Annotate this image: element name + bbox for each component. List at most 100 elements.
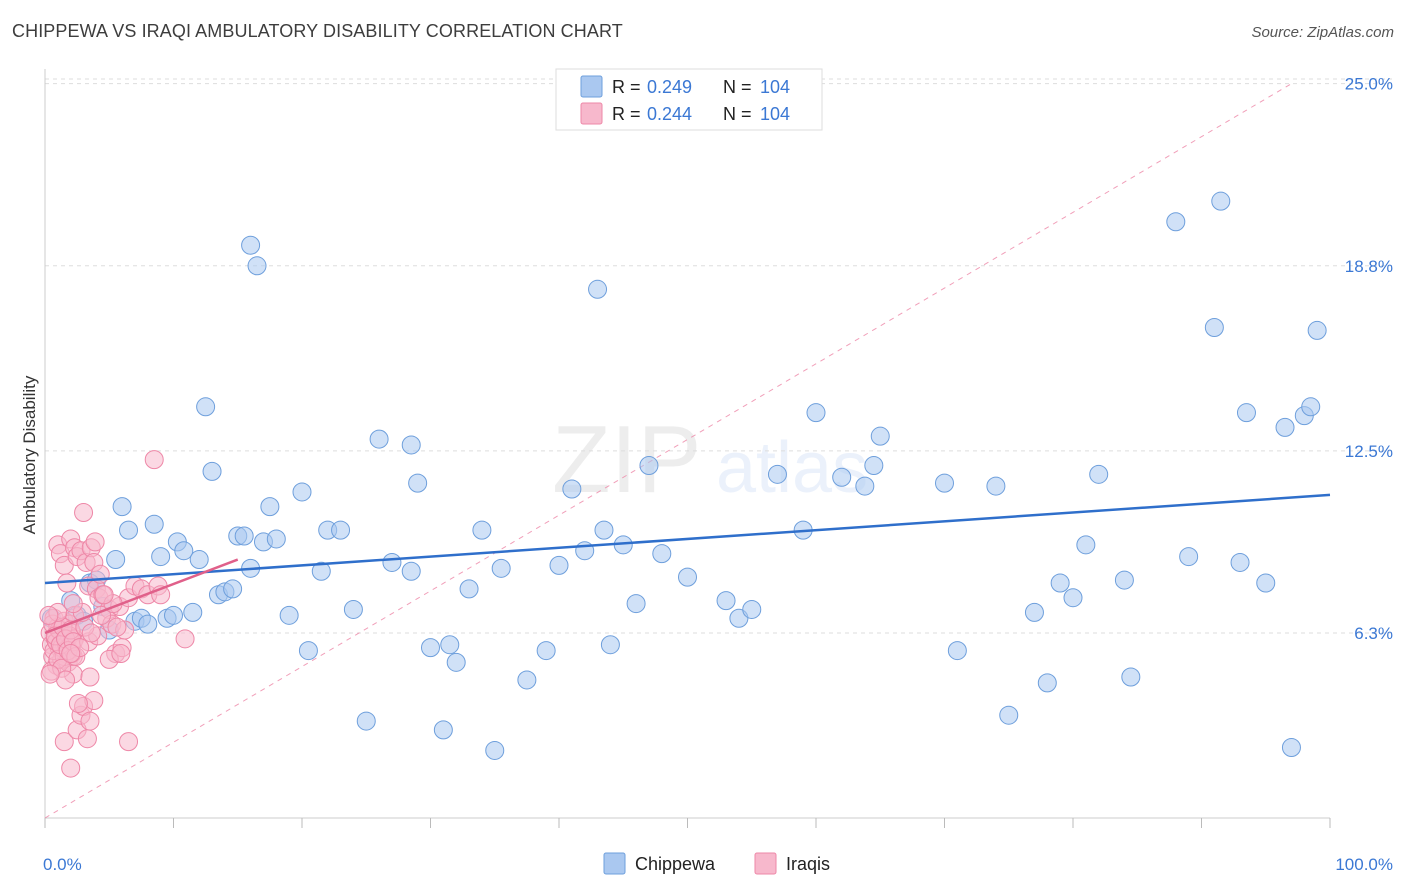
source-label: Source: ZipAtlas.com — [1251, 24, 1394, 41]
iraqis-point — [81, 623, 101, 643]
chippewa-point — [678, 567, 697, 587]
chippewa-point — [196, 397, 216, 417]
chippewa-point — [298, 641, 318, 661]
chippewa-point — [1050, 573, 1070, 593]
chippewa-point — [1076, 535, 1096, 555]
chippewa-point — [472, 520, 492, 540]
chippewa-point — [767, 464, 787, 484]
iraqis-point — [107, 617, 127, 637]
chippewa-point — [1114, 570, 1134, 590]
chippewa-point — [446, 652, 466, 672]
iraqis-point — [68, 693, 88, 713]
y-tick-label: 6.3% — [1354, 624, 1393, 643]
chippewa-point — [1307, 320, 1327, 340]
chippewa-point — [164, 605, 183, 625]
legend-chippewa-swatch — [580, 75, 603, 98]
chippewa-point — [112, 497, 132, 517]
chippewa-point — [935, 473, 954, 493]
chippewa-point — [311, 561, 331, 581]
chippewa-point — [639, 456, 659, 476]
tick-labels: 6.3% 12.5% 18.8% 25.0% 0.0% 100.0% — [43, 75, 1393, 874]
chippewa-trend-line — [44, 493, 1331, 585]
iraqis-point — [77, 729, 97, 749]
iraqis-trend-line — [44, 558, 239, 635]
chippewa-point — [459, 579, 479, 599]
trend-lines — [44, 493, 1331, 635]
y-tick-label: 25.0% — [1345, 75, 1393, 94]
chippewa-point — [870, 426, 890, 446]
chippewa-point — [947, 641, 967, 661]
chippewa-point — [247, 256, 267, 276]
iraqis-point — [74, 503, 94, 523]
legend-n-label: N = — [723, 104, 752, 124]
chippewa-point — [588, 279, 608, 299]
chippewa-point — [106, 550, 126, 570]
y-tick-label: 18.8% — [1345, 257, 1393, 276]
legend-n-label: N = — [723, 77, 752, 97]
chippewa-point — [189, 550, 209, 570]
iraqis-point — [144, 450, 164, 470]
chippewa-point — [1281, 738, 1301, 758]
chippewa-point — [331, 520, 351, 540]
chippewa-point — [151, 547, 171, 567]
chippewa-point — [440, 635, 460, 655]
chippewa-point — [549, 555, 569, 575]
reference-diagonal-line — [44, 83, 1292, 819]
iraqis-point — [61, 758, 81, 778]
chippewa-point — [999, 705, 1019, 725]
chippewa-point — [279, 605, 299, 625]
chippewa-point — [1301, 397, 1321, 417]
chippewa-point — [1024, 602, 1044, 622]
y-tick-label: 12.5% — [1345, 442, 1393, 461]
chippewa-point — [1275, 417, 1295, 437]
chippewa-point — [408, 473, 428, 493]
iraqis-point — [85, 532, 105, 552]
iraqis-point — [84, 691, 104, 711]
x-tick-label-min: 0.0% — [43, 855, 82, 874]
chippewa-point — [144, 514, 164, 534]
chippewa-point — [1121, 667, 1141, 687]
chippewa-point — [382, 552, 402, 572]
chippewa-point — [562, 479, 582, 499]
legend-iraqis-n: 104 — [760, 104, 790, 124]
chippewa-point — [806, 403, 826, 423]
iraqis-point — [40, 664, 60, 684]
chippewa-point — [401, 435, 421, 455]
chippewa-point — [1037, 673, 1057, 693]
chippewa-point — [864, 456, 884, 476]
chart-title: CHIPPEWA VS IRAQI AMBULATORY DISABILITY … — [12, 21, 623, 41]
legend-chippewa-r: 0.249 — [647, 77, 692, 97]
axes — [44, 69, 1331, 828]
iraqis-point — [94, 585, 114, 605]
iraqis-point — [63, 594, 83, 614]
legend-r-label: R = — [612, 104, 641, 124]
chippewa-point — [1204, 317, 1224, 337]
chippewa-point — [202, 461, 222, 481]
bottom-legend-iraqis-label: Iraqis — [786, 854, 830, 874]
legend: R = 0.249 N = 104 R = 0.244 N = 104 — [555, 68, 823, 131]
chippewa-point — [1256, 573, 1276, 593]
chippewa-point — [1089, 464, 1109, 484]
chippewa-point — [183, 602, 203, 622]
chippewa-point — [433, 720, 453, 740]
chippewa-point — [594, 520, 614, 540]
chippewa-point — [742, 599, 762, 619]
bottom-legend: Chippewa Iraqis — [603, 852, 830, 875]
iraqis-point — [80, 667, 100, 687]
chippewa-points — [41, 191, 1327, 760]
iraqis-point — [111, 644, 131, 664]
chippewa-point — [292, 482, 312, 502]
chippewa-point — [234, 526, 254, 546]
chippewa-point — [1230, 552, 1250, 572]
iraqis-point — [80, 711, 100, 731]
chippewa-point — [652, 544, 672, 564]
chippewa-point — [119, 520, 139, 540]
chippewa-point — [1179, 547, 1199, 567]
reference-diagonal — [44, 83, 1292, 819]
bottom-legend-chippewa-swatch — [603, 852, 626, 875]
chippewa-point — [1166, 212, 1186, 232]
chippewa-point — [421, 638, 440, 658]
chippewa-point — [832, 467, 852, 487]
iraqis-point — [119, 732, 139, 752]
